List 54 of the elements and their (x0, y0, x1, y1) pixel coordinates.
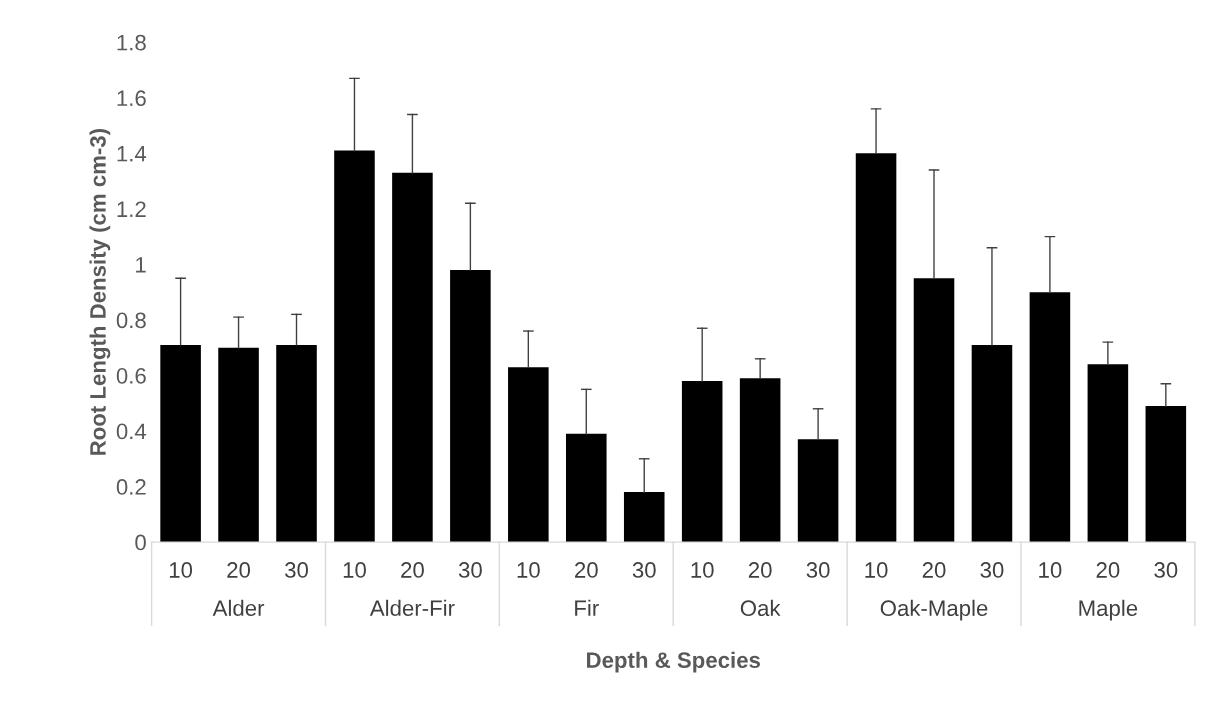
y-tick-label: 0.2 (116, 479, 146, 495)
x-tick-label: 10 (865, 562, 888, 578)
x-tick-label: 30 (1154, 562, 1178, 578)
bar (450, 269, 491, 543)
y-tick-label: 1.8 (117, 34, 146, 51)
x-tick-label: 20 (748, 562, 772, 578)
x-tick-label: 30 (632, 562, 656, 578)
text: Oak (740, 599, 781, 617)
y-tick-label: 0.4 (116, 423, 147, 440)
bar (392, 172, 433, 543)
y-tick-label: 1 (136, 257, 146, 273)
x-tick-label: 10 (169, 562, 193, 578)
x-tick-label: 20 (1096, 562, 1120, 578)
y-tick-label: 0.8 (116, 312, 146, 329)
x-tick-label: 10 (691, 562, 714, 578)
text: Maple (1079, 599, 1138, 621)
text: Oak-Maple (880, 599, 988, 621)
bar (971, 344, 1013, 543)
bar (334, 150, 375, 543)
y-tick-label: 1.2 (117, 201, 146, 217)
x-tick-label: 30 (980, 562, 1004, 578)
x-tick-label: 10 (343, 562, 366, 578)
y-tick-label: 0.6 (116, 368, 146, 384)
x-tick-label: 20 (227, 562, 251, 578)
x-tick-label: 20 (401, 562, 424, 578)
bar (1145, 406, 1187, 543)
x-tick-label: 30 (285, 562, 308, 578)
bar (566, 433, 607, 543)
y-tick-label: 1.4 (117, 146, 147, 162)
x-tick-label: 30 (458, 562, 482, 578)
bar (160, 344, 201, 543)
bar (855, 153, 897, 543)
y-tick-label: 1.6 (117, 90, 146, 107)
x-tick-label: 20 (575, 562, 598, 578)
bar (681, 381, 723, 543)
text: Alder (212, 599, 265, 617)
x-tick-label: 10 (1039, 562, 1062, 578)
bar (1029, 292, 1071, 543)
bar (623, 492, 665, 543)
bar (1087, 364, 1129, 543)
x-tick-label: 30 (806, 562, 830, 578)
y-axis-title: Root Length Density (cm cm-3) (89, 129, 111, 455)
y-tick-label: 0 (135, 534, 146, 551)
x-axis-title: Depth & Species (587, 651, 760, 673)
x-tick-label: 10 (517, 562, 540, 578)
text: Alder-Fir (369, 599, 455, 617)
bar (218, 347, 259, 543)
text: Fir (575, 599, 599, 616)
bar (276, 344, 317, 543)
bar (508, 367, 549, 543)
bar (913, 278, 955, 543)
bar (739, 378, 781, 543)
x-tick-label: 20 (922, 562, 946, 578)
bar (797, 439, 839, 543)
